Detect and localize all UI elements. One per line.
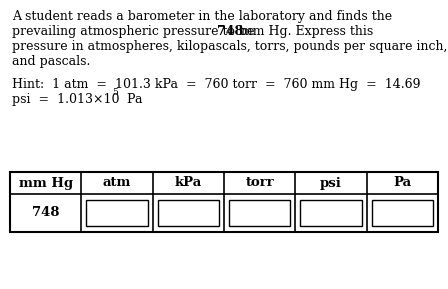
Text: and pascals.: and pascals. <box>12 55 90 68</box>
Bar <box>300 200 362 226</box>
Bar <box>86 200 148 226</box>
Bar <box>158 200 219 226</box>
Text: 748: 748 <box>217 25 243 38</box>
Text: atm: atm <box>103 177 131 190</box>
Text: mm Hg. Express this: mm Hg. Express this <box>237 25 373 38</box>
Text: A student reads a barometer in the laboratory and finds the: A student reads a barometer in the labor… <box>12 10 392 23</box>
Text: prevailing atmospheric pressure to be: prevailing atmospheric pressure to be <box>12 25 258 38</box>
Text: pressure in atmospheres, kilopascals, torrs, pounds per square inch,: pressure in atmospheres, kilopascals, to… <box>12 40 448 53</box>
Bar <box>10 172 438 232</box>
Text: kPa: kPa <box>175 177 202 190</box>
Text: mm Hg: mm Hg <box>19 177 73 190</box>
Text: 5: 5 <box>112 88 118 97</box>
Bar <box>372 200 433 226</box>
Text: 748: 748 <box>32 207 60 220</box>
Text: Pa: Pa <box>393 177 411 190</box>
Bar <box>229 200 290 226</box>
Text: psi: psi <box>320 177 342 190</box>
Text: Pa: Pa <box>123 93 142 106</box>
Text: Hint:  1 atm  =  101.3 kPa  =  760 torr  =  760 mm Hg  =  14.69: Hint: 1 atm = 101.3 kPa = 760 torr = 760… <box>12 78 421 91</box>
Text: psi  =  1.013×10: psi = 1.013×10 <box>12 93 120 106</box>
Text: torr: torr <box>246 177 274 190</box>
